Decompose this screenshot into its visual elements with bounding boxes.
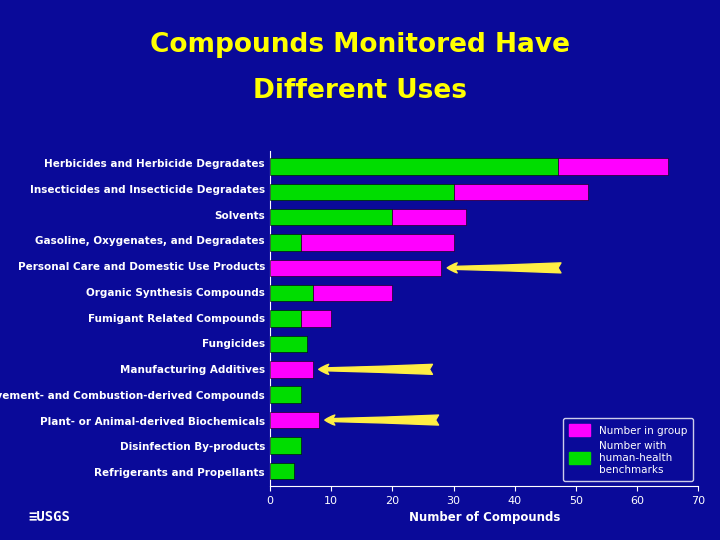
- Text: Different Uses: Different Uses: [253, 78, 467, 104]
- Text: Compounds Monitored Have: Compounds Monitored Have: [150, 32, 570, 58]
- Bar: [454, 184, 588, 200]
- Text: Insecticides and Insecticide Degradates: Insecticides and Insecticide Degradates: [30, 185, 265, 195]
- Text: Refrigerants and Propellants: Refrigerants and Propellants: [94, 468, 265, 478]
- Bar: [270, 184, 454, 200]
- Text: Pavement- and Combustion-derived Compounds: Pavement- and Combustion-derived Compoun…: [0, 391, 265, 401]
- Bar: [312, 285, 392, 301]
- Text: Fumigant Related Compounds: Fumigant Related Compounds: [88, 314, 265, 323]
- X-axis label: Number of Compounds: Number of Compounds: [408, 511, 560, 524]
- Bar: [270, 285, 312, 301]
- Text: Personal Care and Domestic Use Products: Personal Care and Domestic Use Products: [17, 262, 265, 272]
- Text: Manufacturing Additives: Manufacturing Additives: [120, 365, 265, 375]
- Text: Solvents: Solvents: [215, 211, 265, 220]
- Legend: Number in group, Number with
human-health
benchmarks: Number in group, Number with human-healt…: [563, 418, 693, 481]
- Bar: [270, 234, 301, 251]
- Text: Herbicides and Herbicide Degradates: Herbicides and Herbicide Degradates: [45, 159, 265, 169]
- Text: ≡USGS: ≡USGS: [29, 510, 71, 524]
- Text: Fungicides: Fungicides: [202, 339, 265, 349]
- Text: Plant- or Animal-derived Biochemicals: Plant- or Animal-derived Biochemicals: [40, 417, 265, 427]
- Bar: [270, 437, 301, 454]
- Bar: [270, 412, 319, 428]
- Bar: [270, 209, 392, 225]
- Bar: [270, 260, 441, 276]
- Text: Organic Synthesis Compounds: Organic Synthesis Compounds: [86, 288, 265, 298]
- Bar: [392, 209, 466, 225]
- Bar: [301, 234, 454, 251]
- Text: Disinfection By-products: Disinfection By-products: [120, 442, 265, 453]
- Bar: [301, 310, 331, 327]
- Text: Gasoline, Oxygenates, and Degradates: Gasoline, Oxygenates, and Degradates: [35, 237, 265, 246]
- Bar: [270, 336, 307, 352]
- Bar: [270, 463, 294, 479]
- Bar: [270, 158, 557, 174]
- Bar: [270, 310, 301, 327]
- Bar: [557, 158, 668, 174]
- Bar: [270, 387, 301, 403]
- Bar: [270, 361, 312, 377]
